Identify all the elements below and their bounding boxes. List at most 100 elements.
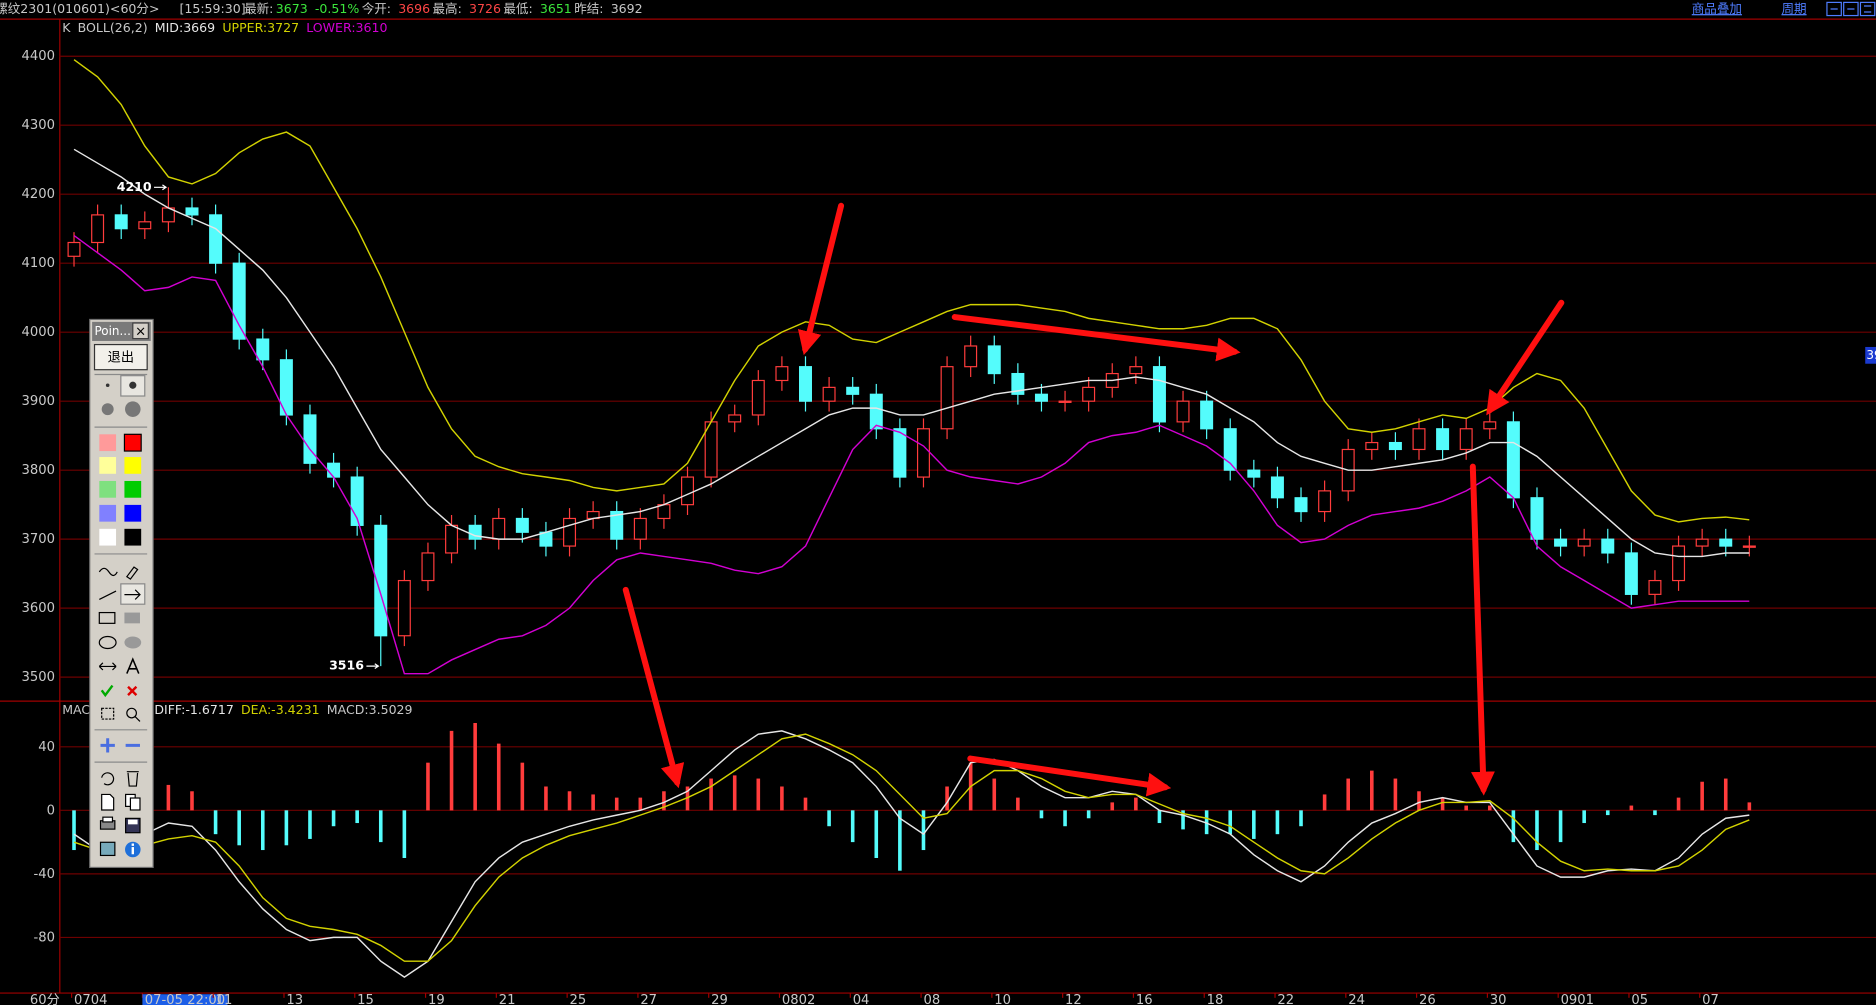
- candle-body: [822, 386, 836, 402]
- tool-buttons[interactable]: [100, 684, 114, 698]
- quote-item: 3673: [276, 1, 308, 16]
- candle-body: [1624, 552, 1638, 595]
- tool-buttons[interactable]: [102, 816, 114, 823]
- tool-buttons[interactable]: [123, 433, 142, 452]
- tool-buttons[interactable]: [100, 738, 115, 753]
- candle-body: [893, 428, 907, 478]
- tool-buttons[interactable]: [99, 528, 117, 546]
- tool-buttons[interactable]: [124, 528, 142, 546]
- tool-buttons[interactable]: [134, 716, 141, 722]
- candle-body: [1318, 490, 1332, 513]
- drawn-arrows: [1469, 463, 1495, 796]
- y-tick-label: 3900: [22, 394, 55, 409]
- edge-label-box: [1865, 346, 1876, 364]
- legend-entry: MAC: [62, 702, 90, 717]
- min-label: 3516: [329, 658, 364, 673]
- x-tick-label: 04: [853, 993, 870, 1005]
- tool-buttons[interactable]: [129, 381, 137, 389]
- x-tick-label: 22: [1277, 993, 1294, 1005]
- tool-buttons[interactable]: [120, 583, 146, 605]
- legend-entry: LOWER:3610: [306, 20, 387, 35]
- tool-buttons[interactable]: [99, 457, 117, 474]
- tool-buttons[interactable]: [99, 504, 117, 522]
- tool-buttons[interactable]: [124, 636, 142, 649]
- menu-overlay[interactable]: 商品叠加: [1692, 1, 1742, 16]
- menu-period[interactable]: 周期: [1781, 1, 1806, 16]
- tool-buttons[interactable]: [126, 657, 140, 674]
- tool-buttons[interactable]: [98, 662, 117, 671]
- y-tick-label: 3800: [22, 463, 55, 478]
- tool-buttons[interactable]: [131, 843, 134, 846]
- tool-buttons[interactable]: [125, 401, 141, 417]
- candle-body: [67, 241, 81, 257]
- quote-item: 今开:: [362, 1, 391, 16]
- window-buttons[interactable]: [1859, 1, 1876, 17]
- tool-buttons[interactable]: [98, 611, 116, 624]
- tool-buttons[interactable]: [98, 567, 118, 577]
- candle-body: [728, 414, 742, 423]
- tool-buttons[interactable]: [98, 635, 117, 650]
- tool-buttons[interactable]: [124, 504, 142, 522]
- tool-buttons[interactable]: [124, 612, 140, 624]
- tool-buttons[interactable]: [124, 480, 142, 498]
- tool-buttons[interactable]: [98, 375, 146, 858]
- tool-buttons[interactable]: [99, 841, 116, 857]
- frame: [0, 19, 1876, 994]
- window-buttons[interactable]: [1843, 1, 1859, 17]
- window-buttons[interactable]: [1830, 5, 1872, 13]
- symbol: 螺纹2301(010601)<60分>: [0, 1, 159, 16]
- quote-item: -0.51%: [315, 1, 359, 16]
- tool-buttons[interactable]: [101, 707, 115, 720]
- window-buttons[interactable]: [1826, 1, 1876, 17]
- exit-label[interactable]: 退出: [108, 350, 134, 366]
- tool-buttons[interactable]: [124, 457, 142, 474]
- x-tick-label: 13: [286, 993, 303, 1005]
- quote-item: 昨结:: [574, 1, 603, 16]
- tool-buttons[interactable]: [101, 772, 115, 786]
- exit-button[interactable]: [93, 343, 148, 371]
- tool-buttons[interactable]: [99, 590, 117, 600]
- toolbox-separators: [94, 373, 148, 763]
- window-buttons[interactable]: [1826, 1, 1842, 17]
- candle-body: [1719, 538, 1733, 547]
- tool-buttons[interactable]: [129, 797, 141, 811]
- candle-body: [1695, 538, 1709, 547]
- candle-body: [1742, 545, 1756, 548]
- max-pointer: [154, 184, 168, 191]
- x-unit-label: 60分: [30, 992, 60, 1005]
- tool-buttons[interactable]: [127, 685, 138, 696]
- tool-buttons[interactable]: [124, 589, 141, 600]
- tool-buttons[interactable]: [99, 434, 117, 452]
- candle-body: [610, 510, 624, 540]
- candle-body: [940, 366, 954, 430]
- y-tick-label: 4200: [22, 187, 55, 202]
- tool-buttons[interactable]: [126, 771, 139, 787]
- x-tick-label: 16: [1136, 993, 1153, 1005]
- tool-buttons[interactable]: [128, 819, 138, 825]
- y-tick-label: 3700: [22, 532, 55, 547]
- toolbox-close-button[interactable]: [132, 322, 149, 340]
- tool-buttons[interactable]: [101, 793, 115, 811]
- candle-body: [1176, 400, 1190, 423]
- x-tick-label: 30: [1490, 993, 1507, 1005]
- candle-body: [1648, 579, 1662, 595]
- candle-body: [327, 462, 341, 478]
- tool-buttons[interactable]: [131, 847, 134, 855]
- candle-body: [1270, 476, 1284, 499]
- candle-body: [1506, 421, 1520, 499]
- candle-body: [916, 428, 930, 478]
- y-tick-label: 4100: [22, 256, 55, 271]
- candle-body: [987, 345, 1001, 375]
- tool-buttons[interactable]: [99, 480, 117, 498]
- y-tick-label: 0: [47, 803, 55, 818]
- tool-buttons[interactable]: [126, 707, 137, 719]
- tool-buttons[interactable]: [101, 403, 114, 416]
- min-pointer: [366, 663, 380, 669]
- y-tick-label: 3600: [22, 601, 55, 616]
- candle-body: [138, 221, 152, 230]
- header-bar: 螺纹2301(010601)<60分> [15:59:30] 商品叠加 周期 最…: [0, 1, 1876, 20]
- tool-buttons[interactable]: [105, 383, 110, 388]
- toolbox-close[interactable]: ×: [135, 324, 146, 339]
- tool-buttons[interactable]: [125, 566, 139, 580]
